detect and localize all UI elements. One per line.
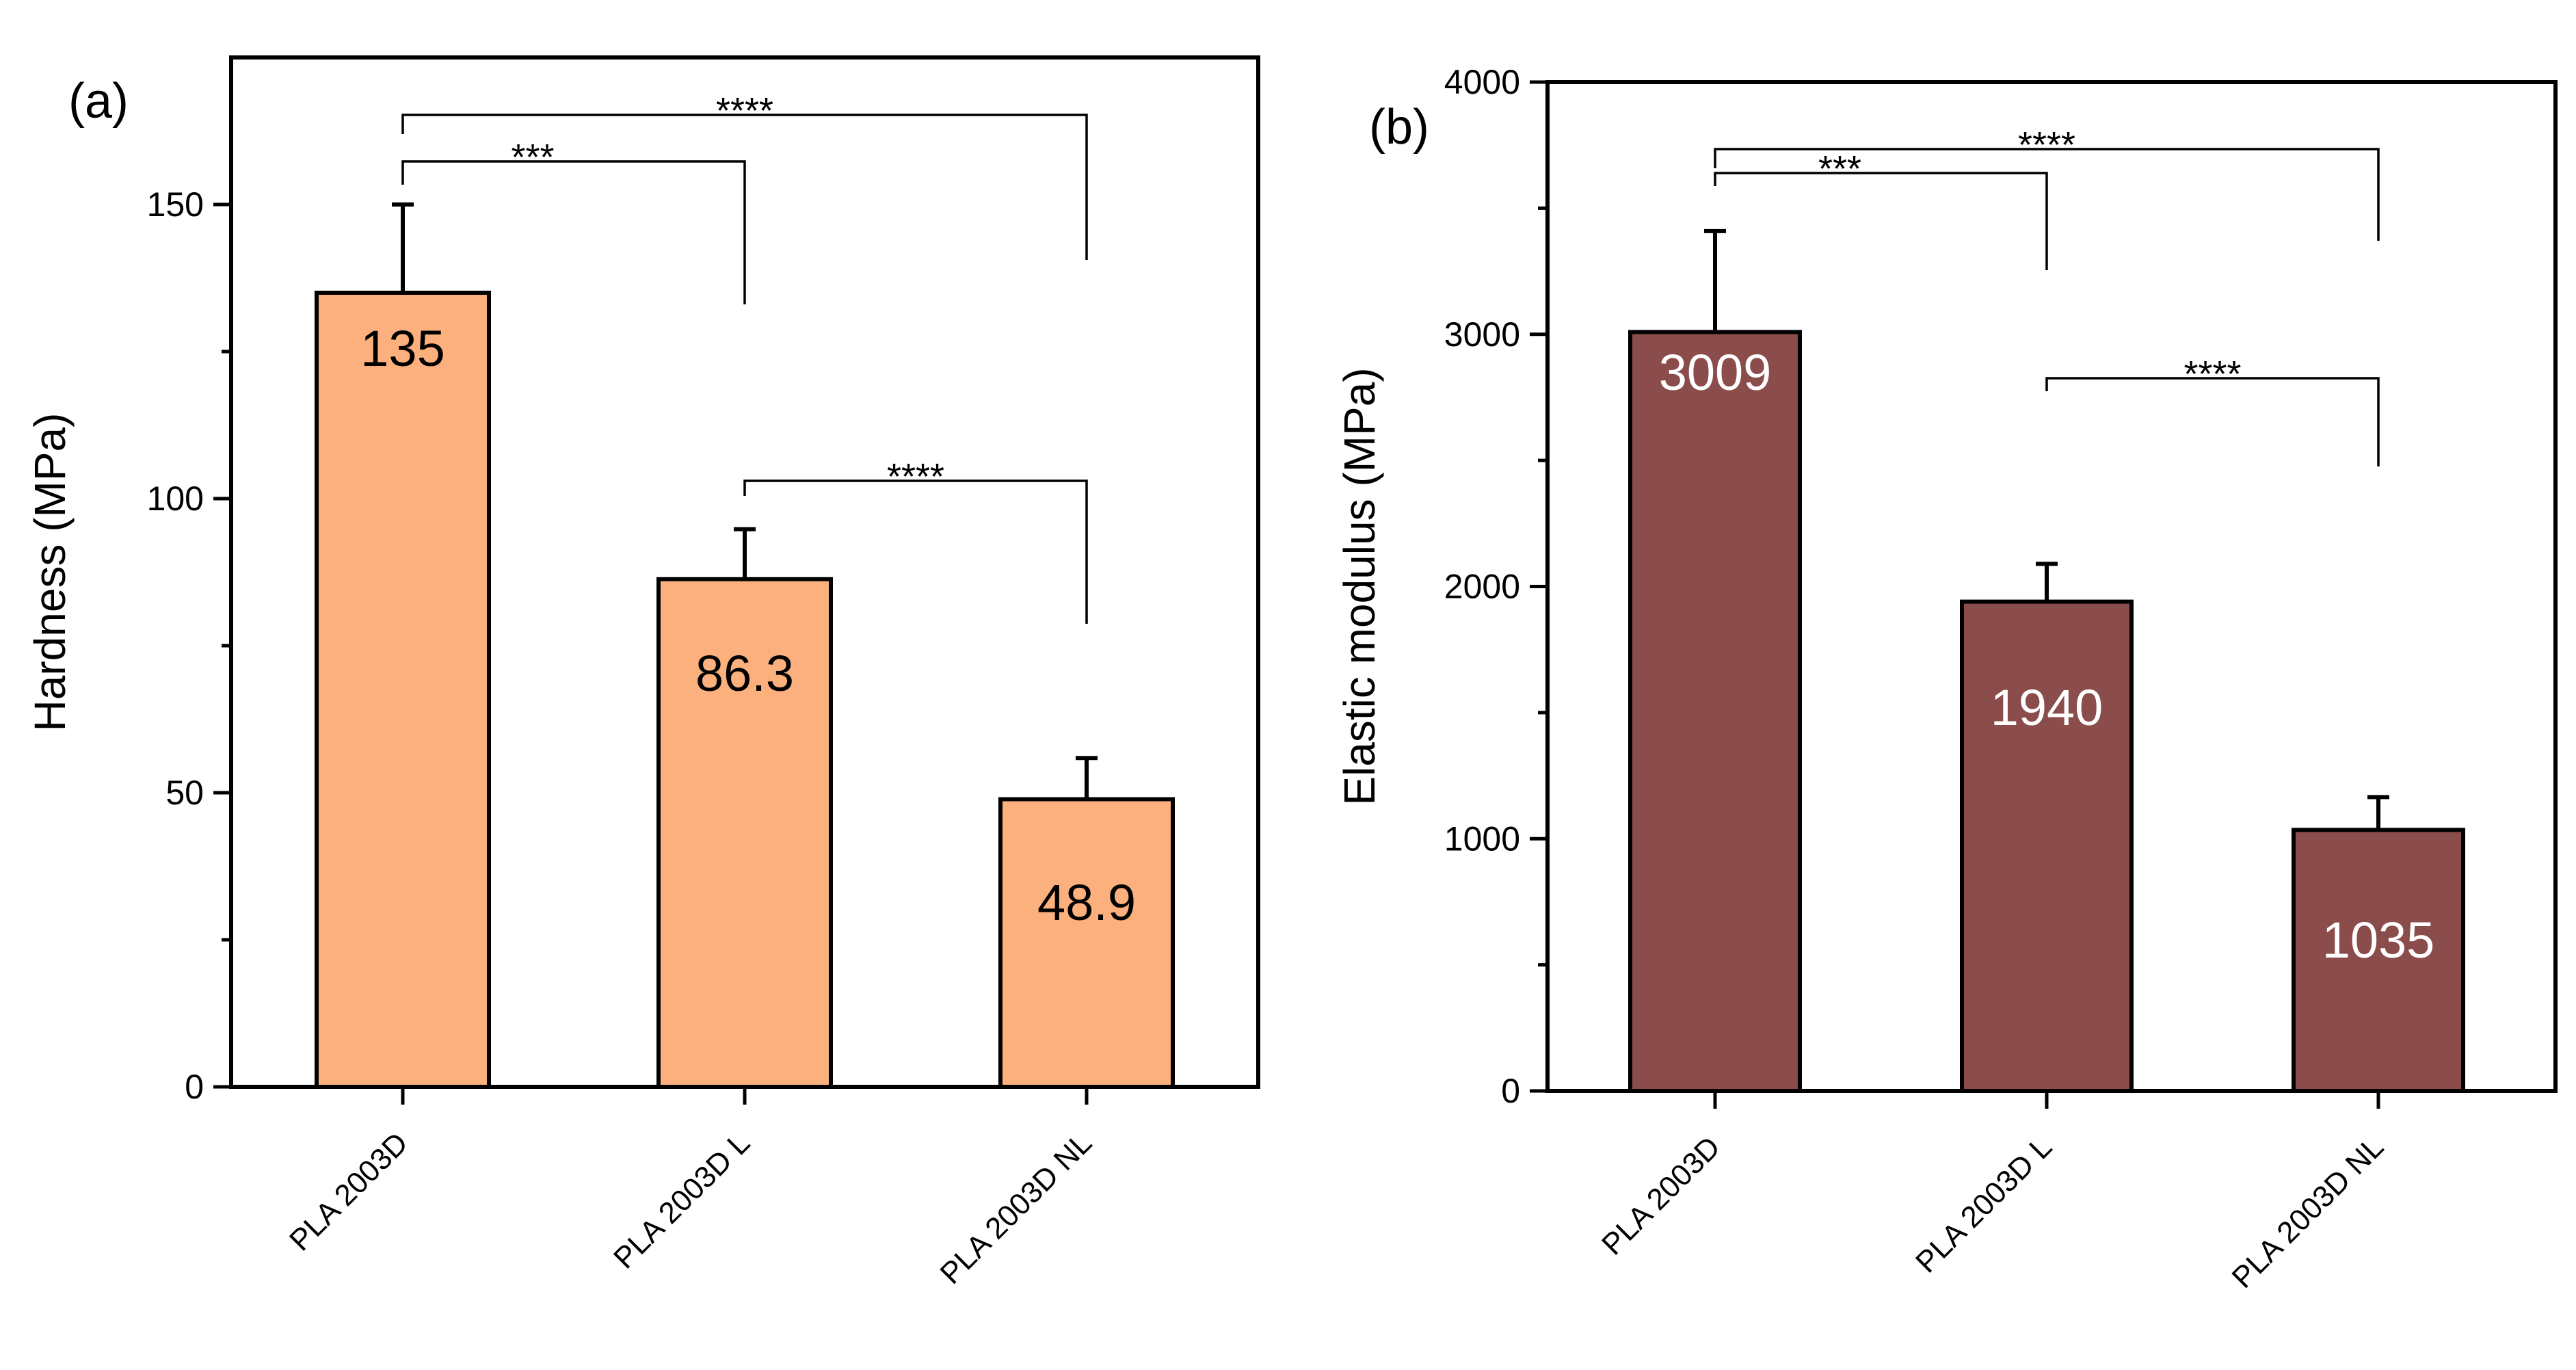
y-tick-label-3: 3000 (1444, 315, 1520, 354)
bar-2 (1960, 599, 2134, 1093)
data-label-2: 1940 (1991, 679, 2103, 736)
x-tick-label-3: PLA 2003D NL (2226, 1130, 2390, 1294)
significance-bracket-1 (401, 160, 746, 304)
x-tick-label-1: PLA 2003D (283, 1126, 414, 1257)
data-label-3: 1035 (2322, 912, 2435, 969)
bar-2 (656, 577, 833, 1089)
panel-b-elastic-modulus-chart: 3009 PLA 2003D 1940 PLA 2003D L 1035 PLA 2003… (1335, 63, 2558, 1295)
x-tick-label-2: PLA 2003D L (1909, 1130, 2058, 1279)
y-tick-label-4: 4000 (1444, 63, 1520, 101)
significance-bracket-3 (2045, 377, 2380, 466)
significance-label-3: **** (2183, 354, 2241, 395)
y-tick-label-1: 50 (165, 774, 204, 812)
data-label-1: 135 (360, 320, 444, 377)
y-tick-label-2: 2000 (1444, 568, 1520, 606)
bar-3 (998, 797, 1175, 1089)
significance-bracket-3 (743, 479, 1088, 624)
data-label-1: 3009 (1659, 344, 1772, 401)
y-tick-label-3: 150 (147, 185, 204, 224)
plot-frame (229, 55, 1260, 1089)
significance-label-2: **** (2018, 124, 2075, 166)
y-tick-label-1: 1000 (1444, 819, 1520, 858)
significance-bracket-2 (401, 114, 1088, 260)
data-label-3: 48.9 (1037, 874, 1136, 931)
y-tick-label-0: 0 (1501, 1072, 1520, 1110)
significance-label-1: *** (511, 137, 554, 178)
y-axis-label: Elastic modulus (MPa) (1335, 367, 1384, 805)
data-label-2: 86.3 (695, 645, 794, 702)
bar-1 (315, 291, 491, 1089)
x-tick-label-3: PLA 2003D NL (934, 1126, 1098, 1290)
panel-label: (a) (68, 74, 129, 129)
y-tick-label-0: 0 (185, 1068, 204, 1106)
y-axis-label: Hardness (MPa) (25, 413, 75, 732)
significance-label-3: **** (887, 456, 944, 497)
significance-bracket-1 (1714, 172, 2048, 270)
x-tick-label-1: PLA 2003D (1595, 1130, 1727, 1261)
significance-label-2: **** (716, 90, 773, 131)
y-tick-label-2: 100 (147, 479, 204, 518)
panel-label: (b) (1369, 100, 1429, 155)
significance-label-1: *** (1818, 148, 1861, 189)
significance-bracket-2 (1714, 148, 2380, 241)
x-tick-label-2: PLA 2003D L (607, 1126, 756, 1275)
bar-1 (1628, 330, 1802, 1093)
panel-a-hardness-chart: 135 PLA 2003D 86.3 PLA 2003D L 48.9 PLA 2003D… (25, 55, 1260, 1291)
